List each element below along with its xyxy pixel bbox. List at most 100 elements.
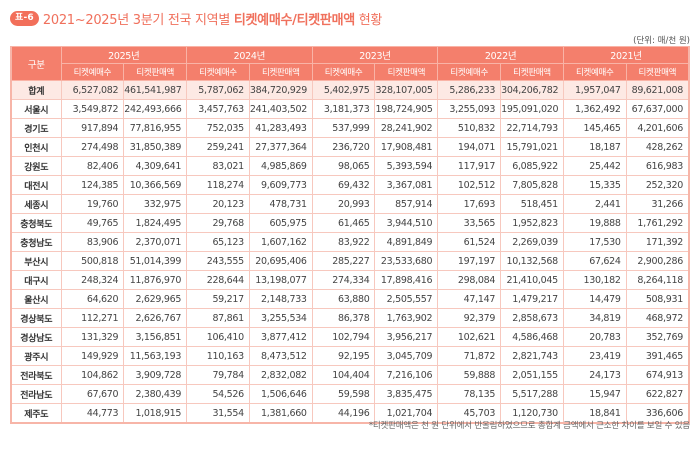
ticket-sales-cell: 2,900,286 (625, 251, 690, 271)
ticket-sales-cell: 28,241,902 (374, 118, 439, 138)
ticket-sales-cell: 3,909,728 (123, 365, 188, 385)
ticket-sales-cell: 13,198,077 (248, 270, 313, 290)
ticket-count-cell: 298,084 (437, 270, 502, 290)
ticket-sales-cell: 89,621,008 (625, 80, 690, 100)
ticket-count-cell: 110,163 (186, 346, 250, 366)
ticket-sales-cell: 5,393,594 (374, 156, 439, 176)
region-cell: 세종시 (10, 194, 62, 214)
year-header: 2024년 (186, 46, 313, 64)
title-plain: 2021~2025년 3분기 전국 지역별 (42, 12, 234, 28)
ticket-count-cell: 917,894 (60, 118, 125, 138)
region-cell: 대전시 (10, 175, 62, 195)
ticket-count-cell: 285,227 (311, 251, 376, 271)
ticket-sales-cell: 20,695,406 (248, 251, 313, 271)
ticket-sales-cell: 17,908,481 (374, 137, 439, 157)
title-text: 2021~2025년 3분기 전국 지역별 티켓예매수/티켓판매액 현황 (43, 9, 382, 28)
ticket-count-cell: 54,526 (186, 384, 250, 404)
ticket-count-cell: 130,182 (562, 270, 627, 290)
ticket-count-cell: 20,783 (562, 327, 627, 347)
title-bold: 티켓예매수/티켓판매액 (233, 12, 355, 28)
ticket-count-cell: 47,147 (437, 289, 502, 309)
ticket-count-cell: 274,334 (311, 270, 376, 290)
region-header: 구분 (10, 46, 62, 81)
ticket-sales-cell: 352,769 (625, 327, 690, 347)
ticket-sales-cell: 1,021,704 (374, 403, 439, 424)
ticket-sales-cell: 3,156,851 (123, 327, 188, 347)
region-cell: 전라북도 (10, 365, 62, 385)
region-cell: 제주도 (10, 403, 62, 424)
table-row: 울산시 64,620 2,629,965 59,217 2,148,733 63,880 2… (10, 289, 690, 309)
ticket-count-cell: 49,765 (60, 213, 125, 233)
ticket-count-cell: 44,773 (60, 403, 125, 424)
ticket-count-cell: 17,693 (437, 194, 502, 214)
ticket-sales-cell: 3,367,081 (374, 175, 439, 195)
ticket-sales-cell: 23,533,680 (374, 251, 439, 271)
region-cell: 충청남도 (10, 232, 62, 252)
ticket-count-cell: 34,819 (562, 308, 627, 328)
region-cell: 울산시 (10, 289, 62, 309)
ticket-sales-cell: 2,858,673 (500, 308, 564, 328)
ticket-sales-cell: 3,944,510 (374, 213, 439, 233)
ticket-sales-cell: 1,607,162 (248, 232, 313, 252)
table-row: 부산시 500,818 51,014,399 243,555 20,695,406 285… (10, 251, 690, 271)
table-row: 경상북도 112,271 2,626,767 87,861 3,255,534 86,37… (10, 308, 690, 328)
ticket-count-cell: 117,917 (437, 156, 502, 176)
table-row: 경기도 917,894 77,816,955 752,035 41,283,493 537… (10, 118, 690, 138)
ticket-count-cell: 45,703 (437, 403, 502, 424)
table-row: 대전시 124,385 10,366,569 118,274 9,609,773 69,4… (10, 175, 690, 195)
ticket-count-cell: 71,872 (437, 346, 502, 366)
ticket-sales-cell: 11,563,193 (123, 346, 188, 366)
ticket-sales-cell: 518,451 (500, 194, 564, 214)
ticket-sales-cell: 3,835,475 (374, 384, 439, 404)
ticket-count-cell: 243,555 (186, 251, 250, 271)
ticket-count-cell: 6,527,082 (60, 80, 125, 100)
ticket-sales-cell: 3,877,412 (248, 327, 313, 347)
ticket-count-cell: 82,406 (60, 156, 125, 176)
ticket-sales-cell: 605,975 (248, 213, 313, 233)
ticket-count-cell: 1,957,047 (562, 80, 627, 100)
ticket-sales-cell: 1,761,292 (625, 213, 690, 233)
footnote: *티켓판매액은 천 원 단위에서 반올림하였으므로 총합계 금액에서 근소한 차… (368, 421, 690, 431)
ticket-count-cell: 59,888 (437, 365, 502, 385)
region-cell: 강원도 (10, 156, 62, 176)
ticket-sales-cell: 21,410,045 (500, 270, 564, 290)
ticket-count-cell: 106,410 (186, 327, 250, 347)
ticket-sales-cell: 428,262 (625, 137, 690, 157)
total-row: 합계 6,527,082 461,541,987 5,787,062 384,720,9… (10, 80, 690, 100)
ticket-count-cell: 3,457,763 (186, 99, 250, 119)
ticket-count-cell: 102,621 (437, 327, 502, 347)
ticket-sales-cell: 3,956,217 (374, 327, 439, 347)
ticket-count-cell: 69,432 (311, 175, 376, 195)
ticket-sales-cell: 1,506,646 (248, 384, 313, 404)
ticket-sales-cell: 4,201,606 (625, 118, 690, 138)
ticket-sales-cell: 67,637,000 (625, 99, 690, 119)
ticket-count-header: 티켓예매수 (437, 63, 502, 81)
ticket-count-cell: 248,324 (60, 270, 125, 290)
year-header: 2021년 (562, 46, 690, 64)
ticket-sales-cell: 6,085,922 (500, 156, 564, 176)
ticket-sales-cell: 332,975 (123, 194, 188, 214)
ticket-count-cell: 67,624 (562, 251, 627, 271)
year-header: 2025년 (60, 46, 188, 64)
ticket-sales-cell: 11,876,970 (123, 270, 188, 290)
ticket-count-cell: 15,335 (562, 175, 627, 195)
ticket-count-cell: 20,123 (186, 194, 250, 214)
ticket-count-cell: 2,441 (562, 194, 627, 214)
ticket-sales-cell: 1,479,217 (500, 289, 564, 309)
ticket-count-cell: 752,035 (186, 118, 250, 138)
ticket-sales-cell: 1,381,660 (248, 403, 313, 424)
ticket-sales-header: 티켓판매액 (248, 63, 313, 81)
ticket-sales-cell: 2,626,767 (123, 308, 188, 328)
ticket-count-cell: 63,880 (311, 289, 376, 309)
ticket-sales-cell: 857,914 (374, 194, 439, 214)
ticket-sales-cell: 508,931 (625, 289, 690, 309)
ticket-sales-cell: 17,898,416 (374, 270, 439, 290)
ticket-sales-cell: 241,403,502 (248, 99, 313, 119)
ticket-count-cell: 18,187 (562, 137, 627, 157)
ticket-sales-header: 티켓판매액 (500, 63, 564, 81)
ticket-sales-cell: 171,392 (625, 232, 690, 252)
ticket-sales-cell: 391,465 (625, 346, 690, 366)
ticket-sales-cell: 10,366,569 (123, 175, 188, 195)
ticket-count-cell: 83,021 (186, 156, 250, 176)
ticket-count-cell: 44,196 (311, 403, 376, 424)
